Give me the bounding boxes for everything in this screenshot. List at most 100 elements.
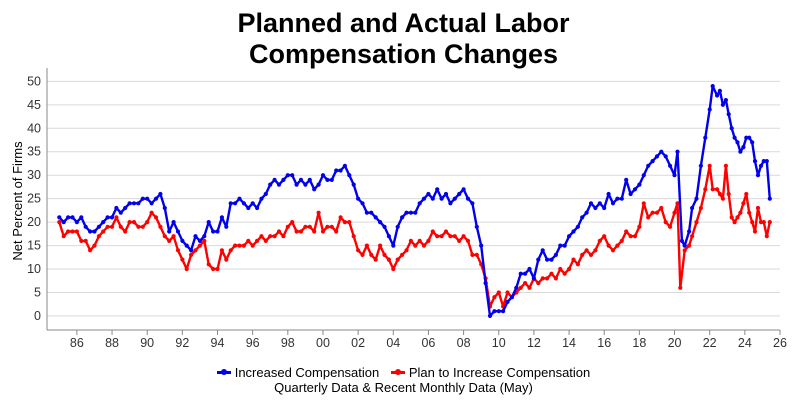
data-point xyxy=(360,252,365,257)
data-point xyxy=(298,177,304,182)
x-tick-label: 08 xyxy=(457,336,471,350)
data-point xyxy=(452,196,457,201)
data-point xyxy=(687,229,692,234)
data-point xyxy=(597,201,602,206)
data-point xyxy=(206,220,211,225)
legend-item-increased-compensation: Increased Compensation xyxy=(216,365,379,380)
data-point xyxy=(430,229,435,234)
data-point xyxy=(145,196,150,201)
data-point xyxy=(303,182,308,187)
data-point xyxy=(373,215,378,220)
data-point xyxy=(443,229,449,234)
data-point xyxy=(255,205,260,211)
data-point xyxy=(682,243,687,248)
data-point xyxy=(342,163,347,168)
data-point xyxy=(74,229,79,234)
data-point xyxy=(767,196,772,201)
data-point xyxy=(202,238,207,243)
data-point xyxy=(228,248,233,253)
data-point xyxy=(448,234,453,239)
data-point xyxy=(501,309,506,314)
data-point xyxy=(285,173,290,178)
legend: Increased Compensation Plan to Increase … xyxy=(0,362,807,380)
data-point xyxy=(675,201,680,206)
data-point xyxy=(738,210,743,215)
data-point xyxy=(597,238,602,243)
y-tick-label: 25 xyxy=(27,192,41,206)
data-point xyxy=(698,163,704,168)
data-point xyxy=(421,196,427,201)
data-point xyxy=(298,229,304,234)
data-point xyxy=(752,229,758,234)
data-point xyxy=(189,248,194,253)
data-point xyxy=(710,187,715,192)
data-point xyxy=(259,234,264,239)
data-point xyxy=(61,234,66,239)
data-point xyxy=(250,243,255,248)
data-point xyxy=(496,290,501,295)
data-point xyxy=(588,252,594,257)
data-point xyxy=(320,229,326,234)
data-point xyxy=(707,107,712,112)
data-point xyxy=(202,234,207,239)
data-point xyxy=(452,234,457,239)
data-point xyxy=(761,159,766,164)
chart-note: Quarterly Data & Recent Monthly Data (Ma… xyxy=(274,380,533,395)
data-point xyxy=(767,220,772,225)
data-point xyxy=(92,243,97,248)
data-point xyxy=(710,84,715,89)
data-point xyxy=(325,224,330,229)
data-point xyxy=(312,187,317,192)
x-tick-label: 98 xyxy=(281,336,295,350)
chart-title-line-2: Compensation Changes xyxy=(248,39,559,69)
data-point xyxy=(404,210,409,215)
data-point xyxy=(342,220,347,225)
data-point xyxy=(703,135,708,140)
data-point xyxy=(378,220,383,225)
data-point xyxy=(426,191,431,197)
data-point xyxy=(211,229,216,234)
data-point xyxy=(70,229,75,234)
data-point xyxy=(197,243,202,248)
y-tick-label: 45 xyxy=(27,98,41,112)
data-point xyxy=(514,285,519,290)
data-point xyxy=(360,201,365,206)
data-point xyxy=(395,224,400,229)
x-tick-label: 92 xyxy=(175,336,189,350)
data-point xyxy=(663,220,668,225)
data-point xyxy=(184,266,189,272)
data-point xyxy=(690,205,695,211)
data-point xyxy=(180,257,185,262)
data-point xyxy=(457,191,462,197)
data-point xyxy=(527,285,532,290)
data-point xyxy=(764,159,769,164)
data-point xyxy=(206,262,211,267)
data-point xyxy=(255,238,260,243)
data-point xyxy=(747,210,752,215)
data-point xyxy=(584,210,589,215)
x-tick-label: 96 xyxy=(246,336,260,350)
data-point xyxy=(408,210,413,215)
data-point xyxy=(224,224,229,229)
data-point xyxy=(690,234,695,239)
data-point xyxy=(646,163,651,168)
data-point xyxy=(171,220,176,225)
data-point xyxy=(400,215,405,220)
data-point xyxy=(744,135,749,140)
data-point xyxy=(496,309,501,314)
data-point xyxy=(123,205,128,211)
y-axis-label: Net Percent of Firms xyxy=(10,141,25,261)
data-point xyxy=(602,205,607,211)
data-point xyxy=(461,234,466,239)
data-point xyxy=(413,210,418,215)
data-point xyxy=(74,220,79,225)
data-point xyxy=(549,257,554,262)
x-tick-label: 06 xyxy=(421,336,435,350)
data-point xyxy=(149,201,154,206)
data-point xyxy=(290,173,295,178)
data-point xyxy=(637,224,642,229)
data-point xyxy=(237,196,242,201)
data-point xyxy=(536,257,541,262)
data-point xyxy=(615,243,620,248)
data-point xyxy=(703,187,708,192)
